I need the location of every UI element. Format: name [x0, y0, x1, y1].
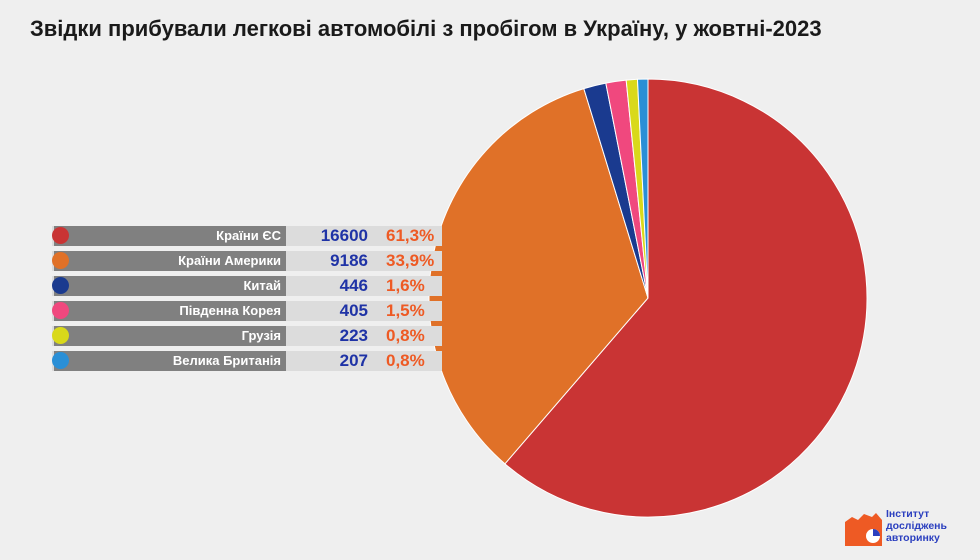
legend-label: Велика Британія: [54, 351, 286, 371]
legend-percent: 0,8%: [386, 326, 425, 345]
legend-percent: 33,9%: [386, 251, 435, 270]
pie-slice-0: [504, 78, 868, 518]
legend-row: Південна Корея 405 1,5%: [52, 301, 442, 321]
chart-title: Звідки прибували легкові автомобілі з пр…: [30, 16, 822, 41]
legend-value: 9186: [330, 251, 368, 270]
legend-color-dot-icon: [52, 302, 69, 319]
logo-mark-icon: [845, 513, 882, 546]
logo-line-2: досліджень: [886, 520, 947, 532]
legend-row: Велика Британія 207 0,8%: [52, 351, 442, 371]
legend-value: 16600: [320, 226, 368, 245]
legend-color-dot-icon: [52, 327, 69, 344]
legend-row: Країни Америки 9186 33,9%: [52, 251, 442, 271]
legend-color-dot-icon: [52, 352, 69, 369]
legend-label: Грузія: [54, 326, 286, 346]
legend-percent: 1,5%: [386, 301, 425, 320]
logo-line-3: авторинку: [886, 532, 940, 544]
institute-logo: Інститут досліджень авторинку: [842, 508, 972, 548]
legend-color-dot-icon: [52, 277, 69, 294]
legend-percent: 0,8%: [386, 351, 425, 370]
legend-value: 207: [339, 351, 368, 370]
logo-text: Інститут досліджень авторинку: [886, 508, 972, 544]
legend-percent: 61,3%: [386, 226, 435, 245]
legend-label: Китай: [54, 276, 286, 296]
legend-row: Грузія 223 0,8%: [52, 326, 442, 346]
legend-label: Південна Корея: [54, 301, 286, 321]
legend-value: 223: [339, 326, 368, 345]
legend-value: 446: [339, 276, 368, 295]
logo-line-1: Інститут: [886, 508, 930, 520]
pie-slice-5: [636, 78, 649, 299]
legend-value: 405: [339, 301, 368, 320]
legend-row: Країни ЄС 16600 61,3%: [52, 226, 442, 246]
legend-label: Країни ЄС: [54, 226, 286, 246]
legend-row: Китай 446 1,6%: [52, 276, 442, 296]
legend-percent: 1,6%: [386, 276, 425, 295]
legend-color-dot-icon: [52, 252, 69, 269]
legend-label: Країни Америки: [54, 251, 286, 271]
legend-color-dot-icon: [52, 227, 69, 244]
